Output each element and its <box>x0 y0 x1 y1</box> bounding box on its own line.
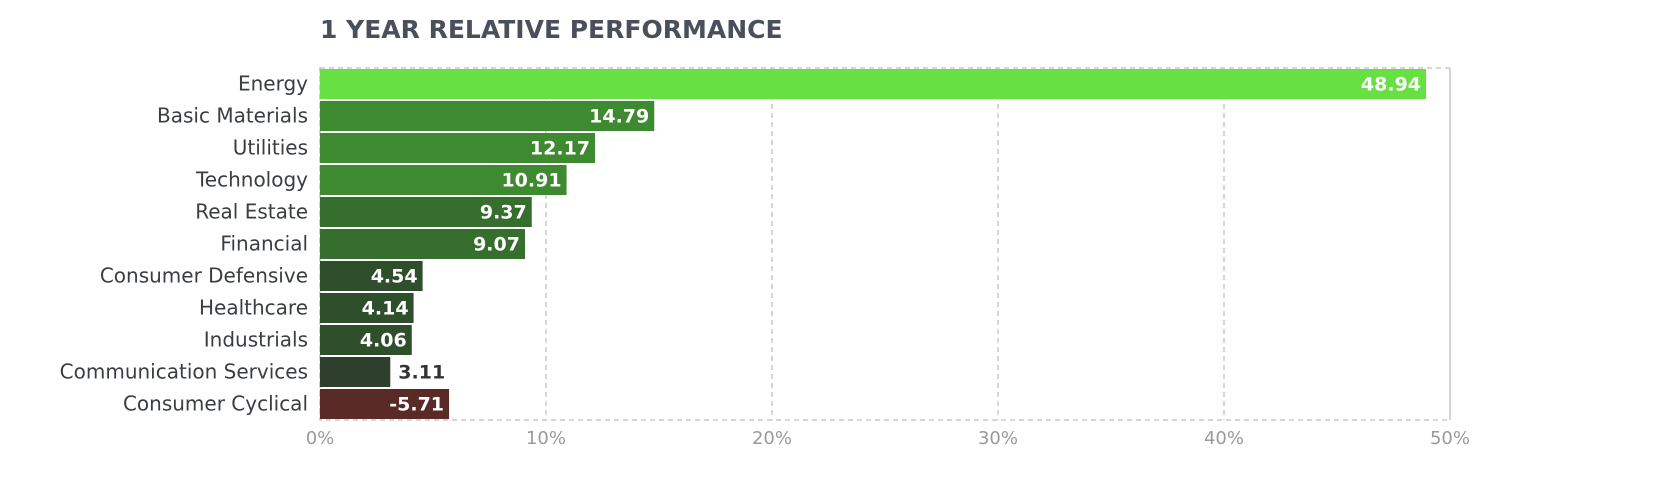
value-label: 9.37 <box>480 202 527 224</box>
bar <box>320 197 532 227</box>
y-tick-label: Basic Materials <box>157 104 308 128</box>
value-label: 4.06 <box>360 330 407 352</box>
bar <box>320 69 1427 99</box>
x-tick-label: 40% <box>1204 428 1244 449</box>
value-label: 48.94 <box>1361 74 1421 96</box>
bar <box>320 101 655 131</box>
value-label: 12.17 <box>530 138 590 160</box>
bar <box>320 229 525 259</box>
bar <box>320 165 567 195</box>
value-label: 9.07 <box>473 234 520 256</box>
y-tick-label: Consumer Defensive <box>100 264 308 288</box>
y-tick-label: Industrials <box>204 328 308 352</box>
chart-title: 1 YEAR RELATIVE PERFORMANCE <box>320 15 783 44</box>
y-tick-label: Healthcare <box>199 296 308 320</box>
value-label: -5.71 <box>389 394 444 416</box>
value-label: 10.91 <box>501 170 561 192</box>
y-tick-label: Energy <box>238 72 308 96</box>
bar <box>320 357 391 387</box>
y-tick-label: Utilities <box>233 136 308 160</box>
x-tick-label: 10% <box>526 428 566 449</box>
y-tick-label: Consumer Cyclical <box>123 392 308 416</box>
y-tick-label: Real Estate <box>195 200 308 224</box>
x-tick-label: 0% <box>306 428 335 449</box>
y-tick-label: Financial <box>220 232 308 256</box>
x-tick-label: 20% <box>752 428 792 449</box>
value-label: 14.79 <box>589 106 649 128</box>
x-tick-label: 50% <box>1430 428 1470 449</box>
bar <box>320 389 450 419</box>
y-tick-label: Technology <box>195 168 308 192</box>
value-label: 4.54 <box>371 266 418 288</box>
bar <box>320 325 412 355</box>
bar <box>320 133 596 163</box>
y-tick-label: Communication Services <box>60 360 308 384</box>
x-tick-label: 30% <box>978 428 1018 449</box>
bar <box>320 261 423 291</box>
bar <box>320 293 414 323</box>
value-label: 4.14 <box>362 298 409 320</box>
value-label: 3.11 <box>398 362 445 384</box>
